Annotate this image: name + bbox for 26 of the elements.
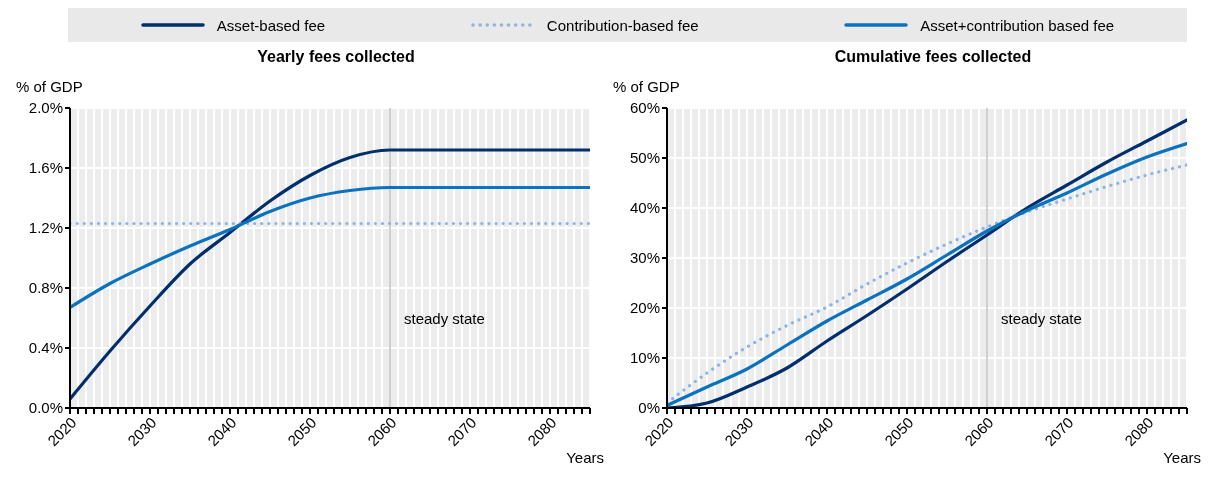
x-axis-title: Years	[1163, 449, 1201, 466]
legend-label: Asset+contribution based fee	[919, 16, 1115, 34]
chart-title: Yearly fees collected	[256, 48, 416, 67]
line-series	[70, 148, 590, 401]
legend-label: Contribution-based fee	[545, 16, 699, 34]
line-series	[70, 185, 590, 310]
y-tick-label: 60%	[629, 99, 660, 117]
y-tick-label: 20%	[629, 299, 660, 317]
y-tick-label: 50%	[629, 149, 660, 167]
y-tick-label: 0.8%	[28, 279, 63, 297]
x-axis-title: Years	[566, 449, 604, 466]
y-tick-label: 40%	[629, 199, 660, 217]
y-tick-label: 1.2%	[28, 219, 63, 237]
y-axis-title: % of GDP	[613, 78, 680, 95]
chart-title: Cumulative fees collected	[833, 48, 1033, 67]
y-tick-label: 0.4%	[28, 339, 63, 357]
ref-line-label: steady state	[1001, 310, 1082, 327]
legend-label: Asset-based fee	[215, 16, 326, 34]
y-tick-label: 1.6%	[28, 159, 63, 177]
y-tick-label: 10%	[629, 349, 660, 367]
y-tick-label: 2.0%	[28, 99, 63, 117]
y-axis-title: % of GDP	[16, 78, 83, 95]
y-tick-label: 0%	[638, 399, 660, 417]
ref-line-label: steady state	[404, 310, 485, 327]
y-tick-label: 0.0%	[28, 399, 63, 417]
y-tick-label: 30%	[629, 249, 660, 267]
